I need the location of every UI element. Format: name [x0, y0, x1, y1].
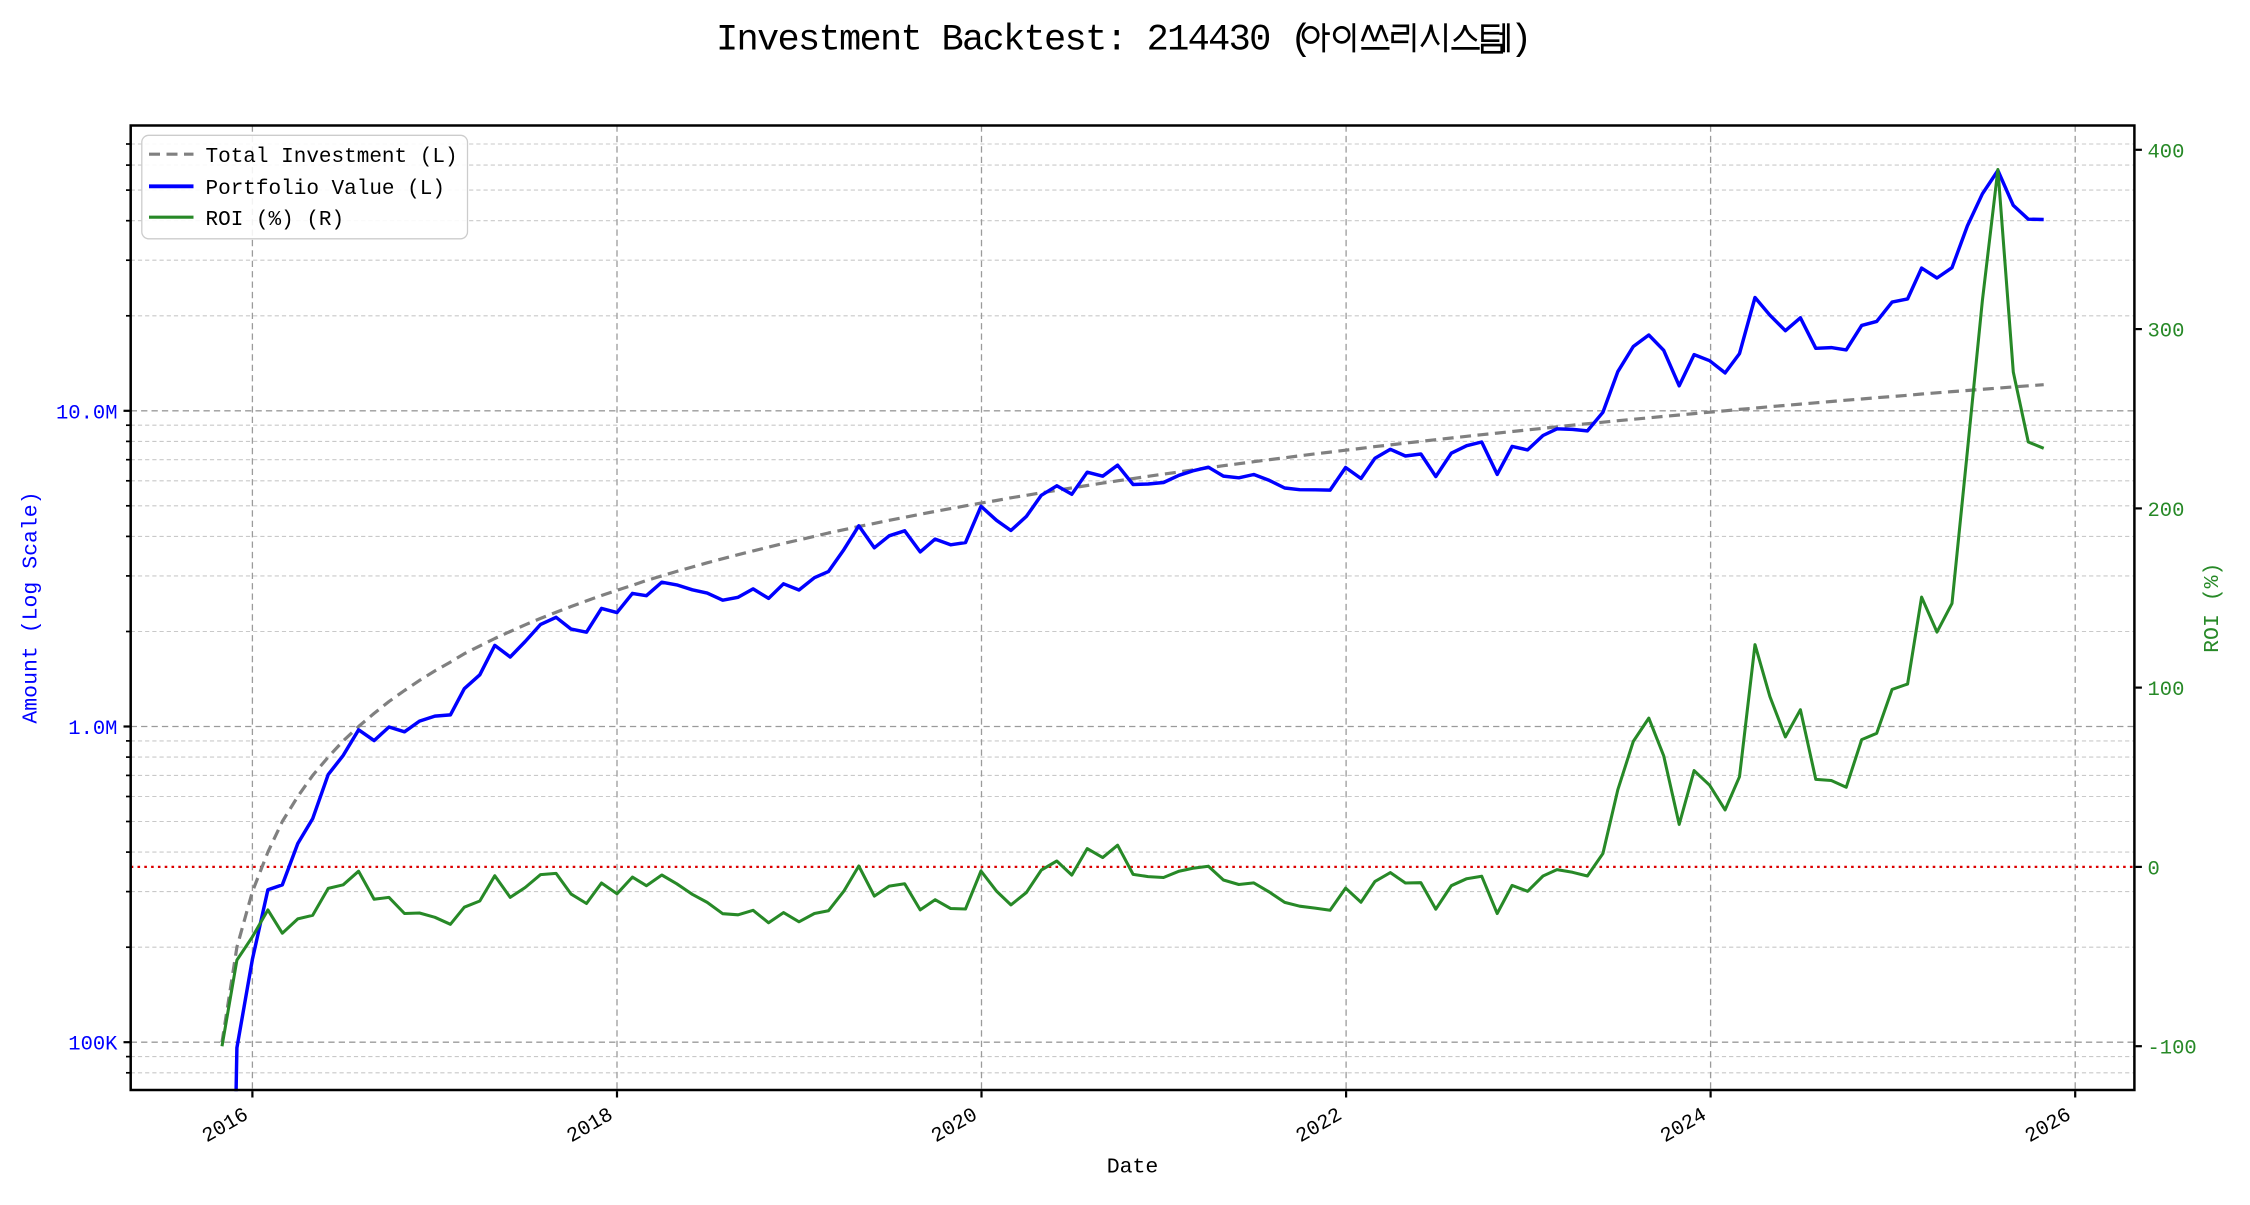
svg-text:10.0M: 10.0M	[56, 402, 118, 425]
svg-text:100: 100	[2148, 679, 2185, 702]
svg-text:Date: Date	[1107, 1156, 1159, 1180]
svg-text:): )	[1510, 20, 1532, 62]
svg-text:1.0M: 1.0M	[68, 718, 117, 741]
svg-text:Amount (Log Scale): Amount (Log Scale)	[20, 491, 44, 723]
svg-text:100K: 100K	[68, 1034, 118, 1057]
svg-text:Total Investment (L): Total Investment (L)	[206, 146, 458, 169]
svg-text:Investment Backtest: 214430 (: Investment Backtest: 214430 (	[716, 20, 1311, 62]
svg-text:Portfolio Value (L): Portfolio Value (L)	[206, 178, 445, 201]
svg-text:ROI (%): ROI (%)	[2201, 563, 2225, 653]
svg-text:300: 300	[2148, 321, 2185, 344]
svg-text:ROI (%) (R): ROI (%) (R)	[206, 209, 345, 232]
svg-text:0: 0	[2148, 858, 2160, 881]
svg-text:200: 200	[2148, 500, 2185, 523]
svg-text:400: 400	[2148, 141, 2185, 164]
svg-text:-100: -100	[2148, 1038, 2197, 1061]
